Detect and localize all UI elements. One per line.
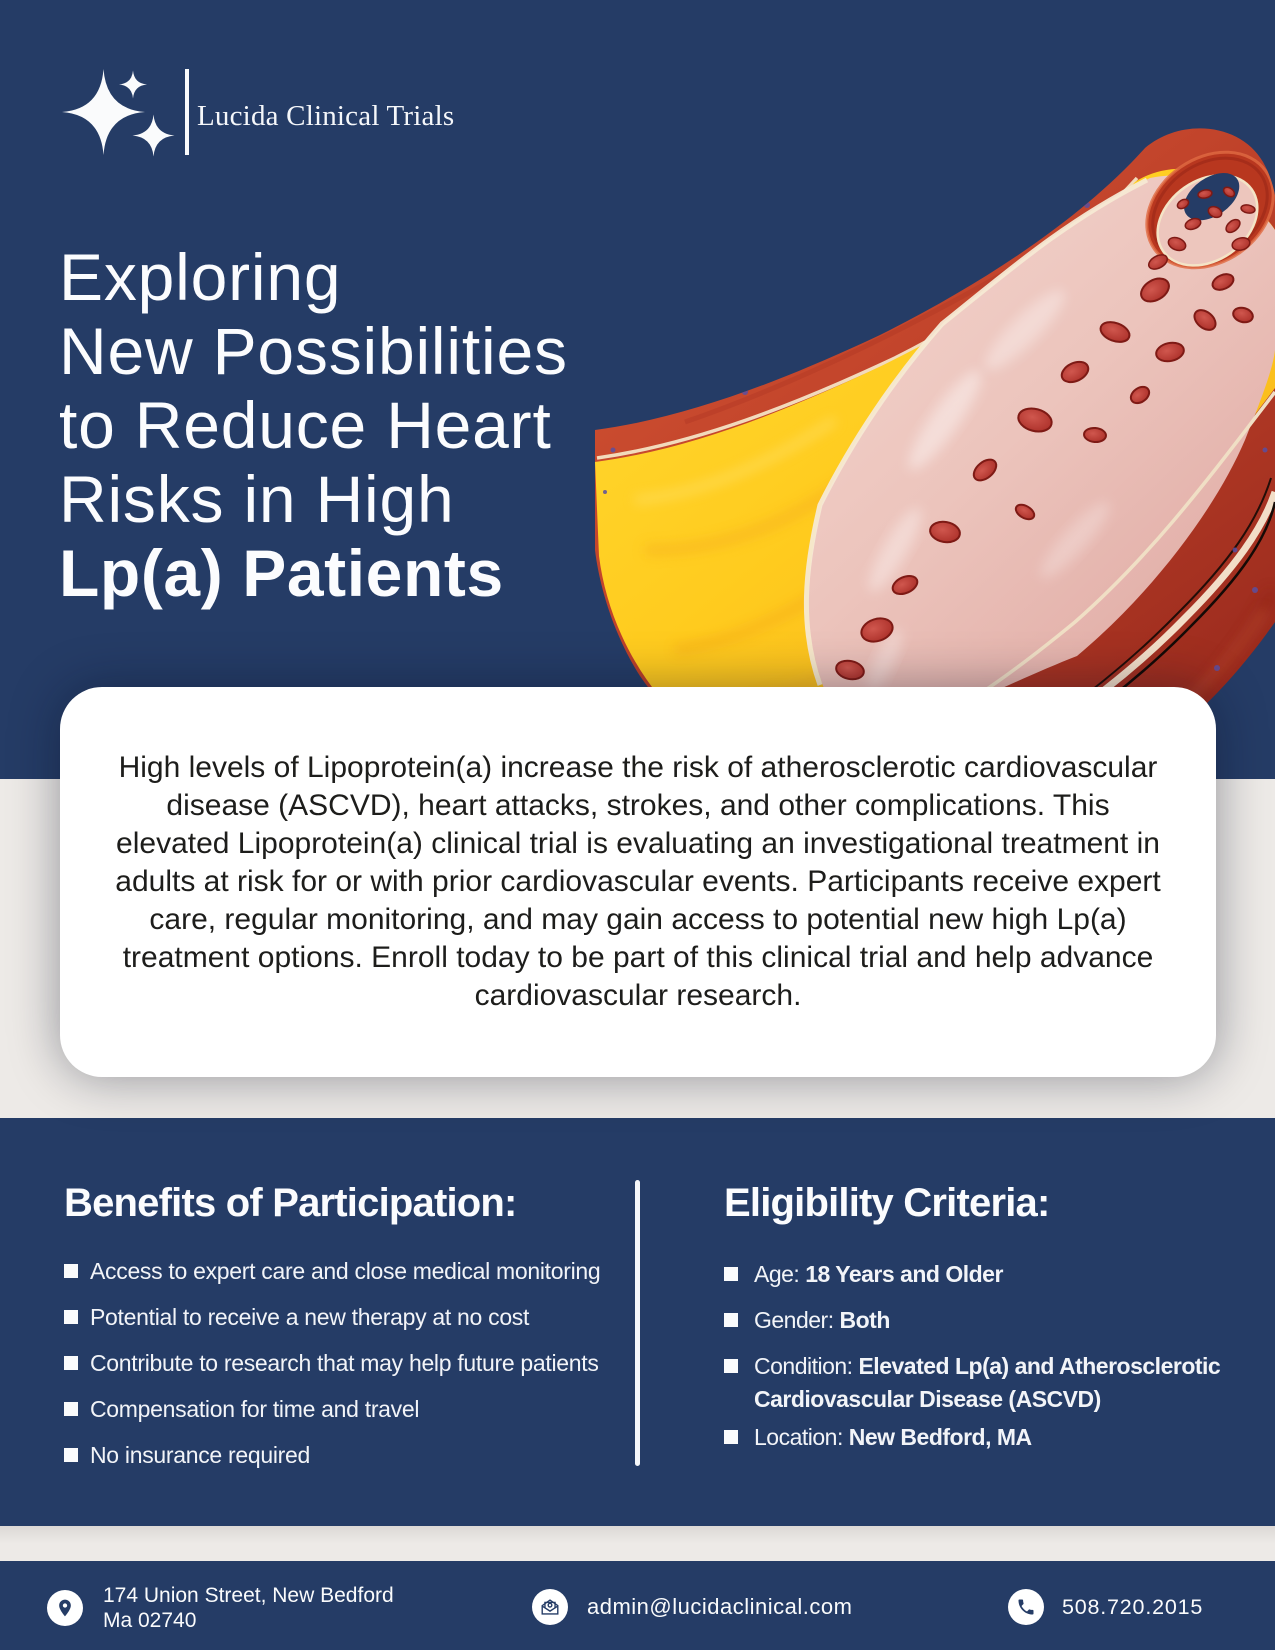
criterion-label: Condition: [754,1353,859,1379]
square-bullet-icon [64,1448,78,1462]
address-line-1: 174 Union Street, New Bedford [103,1584,394,1607]
benefits-list: Access to expert care and close medical … [64,1255,664,1472]
square-bullet-icon [64,1264,78,1278]
footer: 174 Union Street, New Bedford Ma 02740 a… [0,1561,1275,1650]
list-item: Location: New Bedford, MA [724,1421,1234,1454]
square-bullet-icon [64,1310,78,1324]
footer-address: 174 Union Street, New Bedford Ma 02740 [47,1583,394,1633]
benefit-text: Access to expert care and close medical … [90,1258,601,1284]
phone-text: 508.720.2015 [1062,1594,1204,1619]
list-item: Condition: Elevated Lp(a) and Atheroscle… [724,1350,1234,1416]
square-bullet-icon [724,1267,738,1281]
eligibility-heading: Eligibility Criteria: [724,1181,1050,1225]
criterion-value: Elevated Lp(a) and Atherosclerotic Cardi… [754,1353,1221,1412]
list-item: Age: 18 Years and Older [724,1258,1234,1291]
page-title: Exploring New Possibilities to Reduce He… [59,240,568,610]
list-item: Contribute to research that may help fut… [64,1347,664,1380]
list-item: Potential to receive a new therapy at no… [64,1301,664,1334]
benefits-column: Benefits of Participation: Access to exp… [64,1183,664,1485]
criterion-text: Condition: Elevated Lp(a) and Atheroscle… [754,1350,1234,1416]
title-line-5: Lp(a) Patients [59,536,504,610]
square-bullet-icon [64,1402,78,1416]
phone-icon [1018,1599,1034,1615]
logo-text: Lucida Clinical Trials [197,100,455,132]
benefit-text: No insurance required [90,1442,310,1468]
location-icon-circle [47,1590,83,1626]
email-icon [541,1599,559,1615]
logo-divider [185,69,189,155]
list-item: No insurance required [64,1439,664,1472]
criterion-text: Location: New Bedford, MA [754,1421,1234,1454]
title-line-2: New Possibilities [59,314,568,388]
criterion-label: Location: [754,1424,849,1450]
list-item: Gender: Both [724,1304,1234,1337]
address-text: 174 Union Street, New Bedford Ma 02740 [103,1583,394,1633]
footer-phone: 508.720.2015 [1008,1589,1203,1625]
benefit-text: Potential to receive a new therapy at no… [90,1304,530,1330]
address-line-2: Ma 02740 [103,1609,197,1632]
intro-paragraph: High levels of Lipoprotein(a) increase t… [115,751,1161,1012]
criterion-value: 18 Years and Older [805,1261,1003,1287]
phone-icon-circle [1008,1589,1044,1625]
square-bullet-icon [64,1356,78,1370]
gray-band-2 [0,1526,1275,1561]
criterion-label: Age: [754,1261,806,1287]
title-line-3: to Reduce Heart [59,388,552,462]
criterion-text: Gender: Both [754,1304,1234,1337]
logo: Lucida Clinical Trials [58,64,478,164]
artery-illustration [595,128,1275,779]
square-bullet-icon [724,1359,738,1373]
title-line-1: Exploring [59,240,342,314]
list-item: Compensation for time and travel [64,1393,664,1426]
criterion-label: Gender: [754,1307,840,1333]
footer-email: admin@lucidaclinical.com [532,1589,852,1625]
sparkles-icon [62,69,175,157]
vertical-divider [635,1180,640,1466]
eligibility-column: Eligibility Criteria: Age: 18 Years and … [724,1183,1234,1467]
title-line-4: Risks in High [59,462,455,536]
hero-section: Lucida Clinical Trials Exploring New Pos… [0,0,1275,779]
square-bullet-icon [724,1430,738,1444]
intro-card: High levels of Lipoprotein(a) increase t… [60,687,1216,1077]
criterion-text: Age: 18 Years and Older [754,1258,1234,1291]
criterion-value: Both [839,1307,891,1333]
location-pin-icon [59,1599,71,1617]
email-icon-circle [532,1589,568,1625]
benefit-text: Compensation for time and travel [90,1396,420,1422]
list-item: Access to expert care and close medical … [64,1255,664,1288]
eligibility-list: Age: 18 Years and Older Gender: Both Con… [724,1258,1234,1454]
benefit-text: Contribute to research that may help fut… [90,1350,599,1376]
criterion-value: New Bedford, MA [848,1424,1032,1450]
email-text: admin@lucidaclinical.com [587,1594,853,1619]
square-bullet-icon [724,1313,738,1327]
benefits-heading: Benefits of Participation: [64,1181,517,1225]
